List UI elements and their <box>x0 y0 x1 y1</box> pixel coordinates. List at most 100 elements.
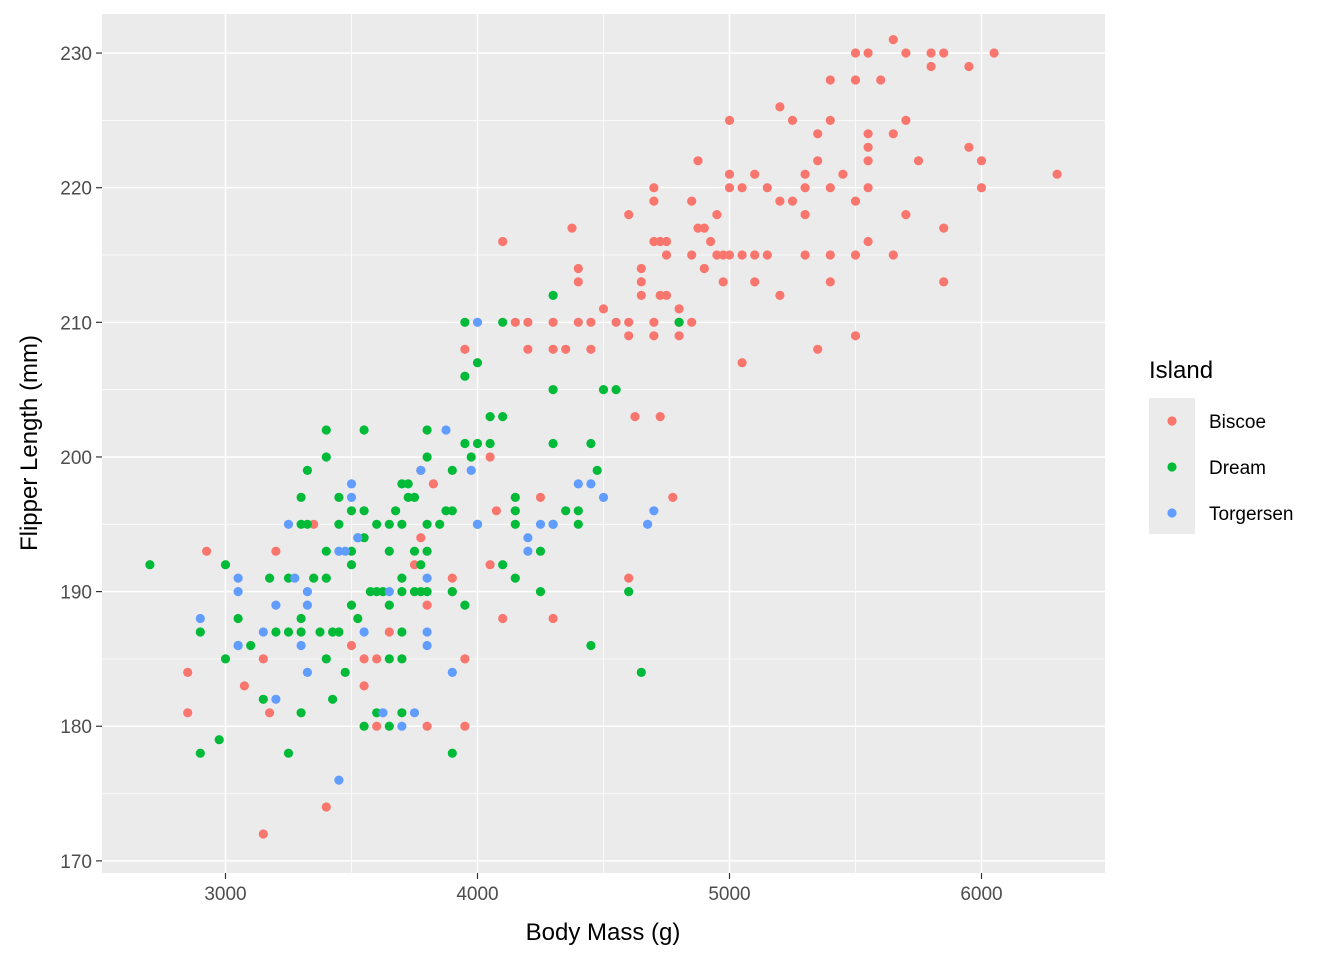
data-point-biscoe <box>649 236 659 247</box>
data-point-torgersen <box>359 627 369 637</box>
data-point-dream <box>384 519 394 529</box>
data-point-dream <box>403 479 413 489</box>
data-point-torgersen <box>598 492 609 502</box>
x-tick-label: 4000 <box>456 884 498 905</box>
data-point-biscoe <box>750 169 760 179</box>
data-point-dream <box>422 546 432 556</box>
data-point-dream <box>510 573 520 583</box>
data-point-dream <box>359 533 369 543</box>
data-point-dream <box>384 654 394 664</box>
data-point-dream <box>359 425 369 435</box>
data-point-biscoe <box>825 250 835 260</box>
data-point-torgersen <box>258 627 268 637</box>
data-point-dream <box>283 748 294 758</box>
data-point-biscoe <box>586 317 596 327</box>
data-point-dream <box>510 492 520 502</box>
data-point-biscoe <box>787 115 798 125</box>
data-point-dream <box>397 708 407 718</box>
data-point-dream <box>359 721 369 731</box>
legend-label-torgersen: Torgersen <box>1209 504 1294 525</box>
data-point-biscoe <box>485 560 495 570</box>
data-point-dream <box>384 721 394 731</box>
data-point-biscoe <box>775 290 785 300</box>
data-point-biscoe <box>939 223 949 233</box>
data-point-torgersen <box>441 425 451 435</box>
y-tick-label: 170 <box>60 852 92 873</box>
data-point-biscoe <box>888 250 898 260</box>
data-point-biscoe <box>775 102 785 112</box>
data-point-torgersen <box>523 533 533 543</box>
data-point-torgersen <box>302 587 312 597</box>
data-point-dream <box>548 438 558 449</box>
data-point-biscoe <box>655 412 665 422</box>
data-point-biscoe <box>913 156 924 166</box>
data-point-biscoe <box>422 600 432 610</box>
data-point-biscoe <box>718 250 728 260</box>
data-point-biscoe <box>624 331 634 341</box>
data-point-biscoe <box>1052 169 1062 179</box>
data-point-biscoe <box>258 654 268 664</box>
data-point-dream <box>460 371 470 381</box>
data-point-dream <box>296 492 306 502</box>
data-point-biscoe <box>573 263 583 274</box>
data-point-biscoe <box>372 654 382 664</box>
data-point-dream <box>372 519 382 529</box>
x-tick-label: 6000 <box>960 884 1002 905</box>
data-point-torgersen <box>397 721 407 731</box>
data-point-biscoe <box>926 61 936 72</box>
data-point-dream <box>321 546 331 556</box>
data-point-dream <box>397 573 407 583</box>
data-point-dream <box>397 479 407 489</box>
data-point-dream <box>265 573 275 583</box>
data-point-torgersen <box>384 587 394 597</box>
y-tick-label: 230 <box>60 44 92 65</box>
data-point-dream <box>321 452 331 462</box>
data-point-dream <box>378 587 388 597</box>
data-point-dream <box>365 587 375 597</box>
data-point-torgersen <box>523 546 533 556</box>
data-point-biscoe <box>901 115 911 125</box>
data-point-biscoe <box>687 317 697 327</box>
data-point-dream <box>328 694 338 704</box>
data-point-torgersen <box>353 533 363 543</box>
data-point-biscoe <box>498 236 508 247</box>
data-point-dream <box>403 492 413 502</box>
data-point-biscoe <box>939 48 949 58</box>
y-tick-label: 220 <box>60 179 92 200</box>
data-point-dream <box>346 600 357 610</box>
data-point-biscoe <box>724 250 735 260</box>
data-point-biscoe <box>750 250 760 260</box>
data-point-biscoe <box>724 115 735 125</box>
data-point-dream <box>397 627 407 637</box>
data-point-biscoe <box>800 250 810 260</box>
data-point-dream <box>321 425 331 435</box>
y-tick-label: 190 <box>60 583 92 604</box>
data-point-biscoe <box>346 640 357 651</box>
data-point-biscoe <box>447 573 457 583</box>
data-point-biscoe <box>737 358 747 368</box>
data-point-dream <box>302 465 312 475</box>
legend-key-biscoe <box>1167 416 1177 426</box>
data-point-biscoe <box>598 304 609 314</box>
data-point-biscoe <box>850 250 861 260</box>
data-point-dream <box>592 465 602 475</box>
data-point-biscoe <box>737 250 747 260</box>
data-point-biscoe <box>636 277 646 287</box>
data-point-dream <box>573 506 583 516</box>
data-point-biscoe <box>838 169 848 179</box>
data-point-biscoe <box>586 344 596 354</box>
data-point-biscoe <box>573 277 583 287</box>
legend: Island Biscoe Dream Torgersen <box>1149 357 1294 534</box>
data-point-biscoe <box>548 613 558 624</box>
data-point-dream <box>328 627 338 637</box>
data-point-biscoe <box>800 210 810 220</box>
data-point-dream <box>334 492 344 502</box>
data-point-biscoe <box>825 277 835 287</box>
data-point-biscoe <box>409 560 420 570</box>
data-point-biscoe <box>372 721 382 731</box>
data-point-biscoe <box>687 196 697 206</box>
y-tick-label: 210 <box>60 313 92 334</box>
data-point-torgersen <box>422 627 432 637</box>
data-point-dream <box>195 627 205 637</box>
data-point-dream <box>283 573 294 583</box>
